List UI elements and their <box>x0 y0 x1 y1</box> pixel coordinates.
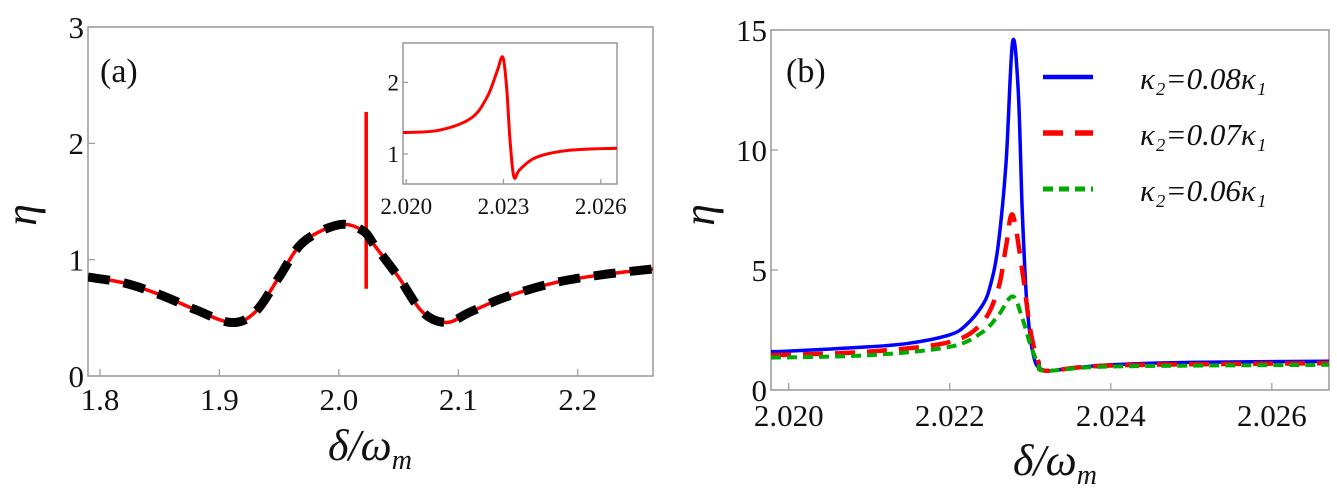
y-tick-label: 1 <box>388 142 400 167</box>
panel-a-plot <box>88 111 653 328</box>
x-tick-label: 1.8 <box>81 382 120 417</box>
x-tick-label: 2.020 <box>380 194 432 219</box>
legend-label-0: κ₂=0.08κ₁ <box>1140 61 1266 96</box>
x-tick-label: 2.022 <box>915 398 985 433</box>
x-axis-label-main: δ/ω <box>328 421 392 470</box>
inset-frame <box>402 42 618 185</box>
x-tick-label: 1.9 <box>200 382 239 417</box>
x-tick-label: 2.2 <box>558 382 597 417</box>
y-axis-label: η <box>675 204 724 226</box>
x-tick-label: 2.026 <box>575 194 627 219</box>
y-tick-label: 0 <box>69 359 85 394</box>
x-tick-label: 2.020 <box>754 398 824 433</box>
panel-label: (a) <box>100 53 138 90</box>
x-axis-label: δ/ωm <box>1013 436 1097 491</box>
x-tick-label: 2.0 <box>319 382 358 417</box>
legend-label-1: κ₂=0.07κ₁ <box>1140 117 1266 152</box>
inset-plot <box>403 55 617 180</box>
y-axis-label: η <box>0 204 46 226</box>
y-tick-label: 2 <box>388 70 400 95</box>
x-axis-label: δ/ωm <box>328 421 412 476</box>
x-axis-label-sub: m <box>392 445 412 476</box>
y-tick-label: 5 <box>752 253 768 288</box>
inset-series-line <box>403 55 617 180</box>
series-line-approx <box>88 219 653 328</box>
y-tick-label: 0 <box>752 373 768 408</box>
x-tick-label: 2.023 <box>478 194 530 219</box>
y-tick-label: 1 <box>69 243 85 278</box>
y-tick-label: 3 <box>69 10 85 45</box>
x-tick-label: 2.026 <box>1237 398 1307 433</box>
x-axis-label-main: δ/ω <box>1013 436 1077 485</box>
x-tick-label: 2.024 <box>1076 398 1146 433</box>
panel-label: (b) <box>786 53 826 90</box>
y-tick-label: 10 <box>736 133 767 168</box>
panel-b-plot <box>771 37 1329 374</box>
panel-b-frame <box>770 29 1330 391</box>
y-tick-label: 2 <box>69 126 85 161</box>
x-axis-label-sub: m <box>1077 460 1097 491</box>
y-tick-label: 15 <box>736 13 767 48</box>
x-tick-label: 2.1 <box>439 382 478 417</box>
series-line-2 <box>771 294 1329 373</box>
legend-label-2: κ₂=0.06κ₁ <box>1140 173 1266 208</box>
